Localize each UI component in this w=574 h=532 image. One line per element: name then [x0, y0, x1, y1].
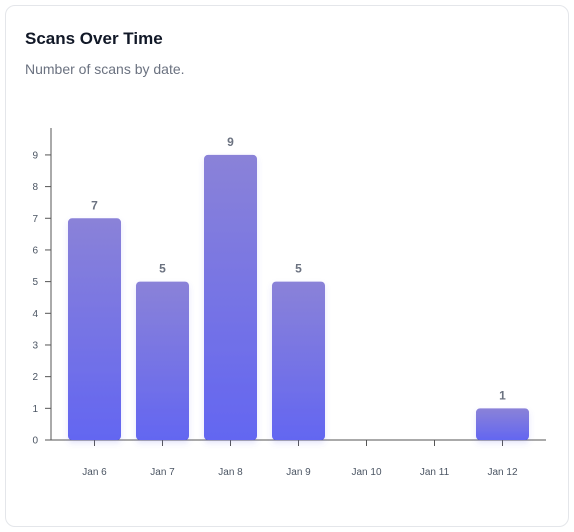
bar[interactable]: [476, 408, 529, 440]
x-axis: Jan 6 Jan 7 Jan 8 Jan 9 Jan 10 Jan 11 Jan 12: [51, 439, 546, 478]
y-tick-label: 9: [32, 150, 38, 161]
bar-value-label: 5: [159, 262, 166, 276]
x-tick-label: Jan 10: [351, 467, 381, 478]
y-tick-label: 3: [32, 340, 38, 351]
x-tick-label: Jan 12: [487, 467, 517, 478]
bar[interactable]: [68, 218, 121, 440]
x-tick-label: Jan 7: [150, 467, 175, 478]
y-tick-label: 4: [32, 309, 38, 320]
y-tick-label: 1: [32, 404, 38, 415]
bar[interactable]: [204, 154, 257, 440]
chart-subtitle: Number of scans by date.: [25, 61, 185, 77]
bar-value-label: 1: [499, 388, 506, 402]
y-tick-label: 5: [32, 277, 38, 288]
x-tick-label: Jan 11: [420, 467, 450, 478]
y-axis: 0 1 2 3 4 5 6 7 8 9: [32, 128, 52, 447]
bar[interactable]: [272, 281, 325, 440]
y-tick-label: 0: [32, 436, 38, 447]
x-tick-label: Jan 9: [286, 467, 311, 478]
y-tick-label: 6: [32, 245, 38, 256]
x-tick-label: Jan 6: [82, 467, 107, 478]
y-tick-label: 7: [32, 214, 38, 225]
y-tick-label: 8: [32, 182, 38, 193]
bar[interactable]: [136, 281, 189, 440]
chart-title: Scans Over Time: [25, 29, 163, 48]
bar-value-label: 7: [91, 198, 98, 212]
y-tick-label: 2: [32, 372, 38, 383]
bar-value-label: 5: [295, 262, 302, 276]
x-tick-label: Jan 8: [218, 467, 243, 478]
bar-value-label: 9: [227, 135, 234, 149]
value-labels: 7 5 9 5 1: [91, 135, 506, 402]
bars: [68, 154, 529, 440]
